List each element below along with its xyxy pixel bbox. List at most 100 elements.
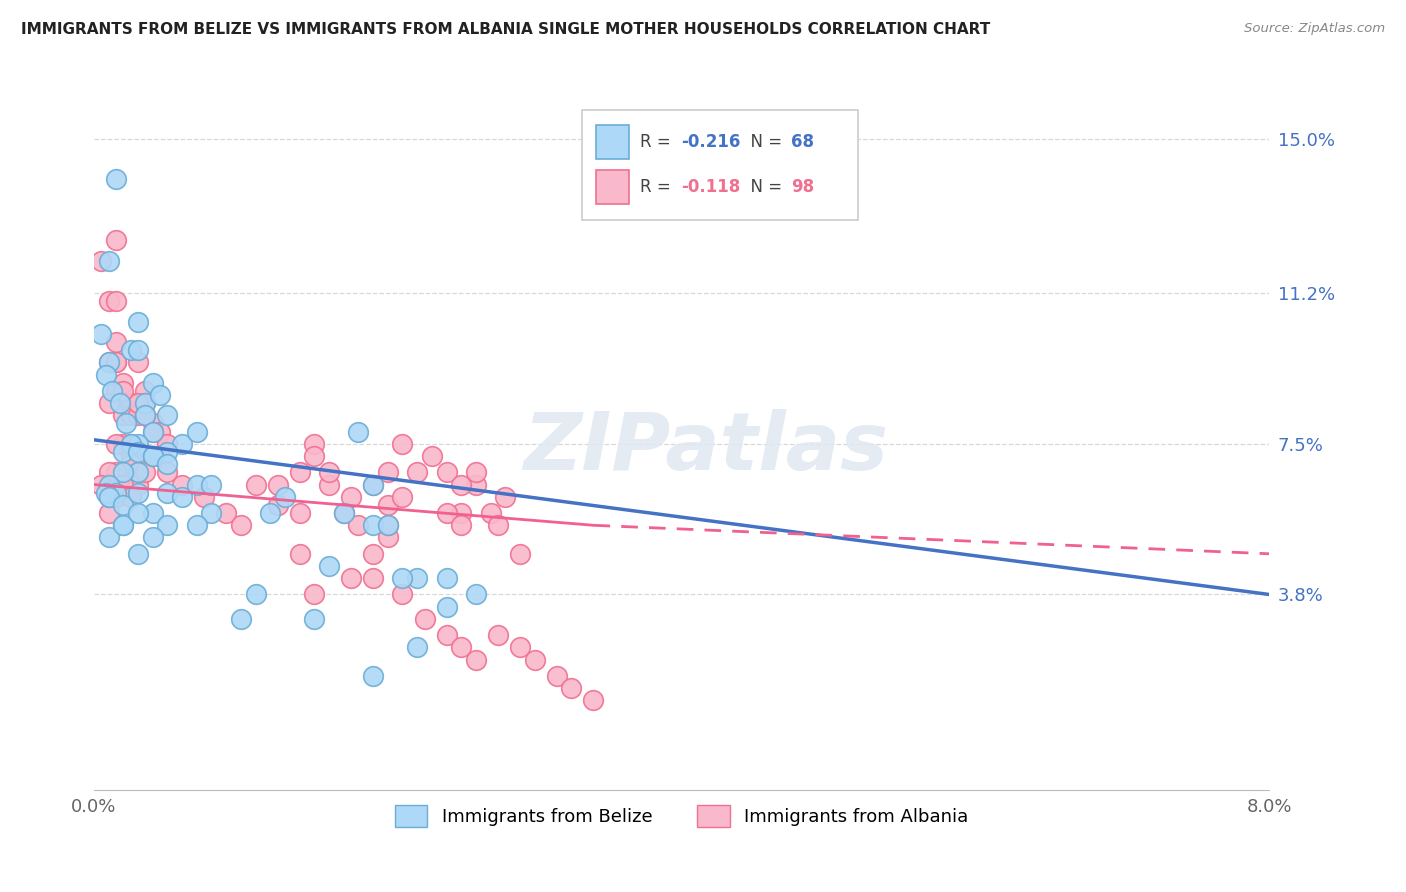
Point xyxy=(259,506,281,520)
Point xyxy=(149,388,172,402)
Point xyxy=(436,506,458,520)
Point xyxy=(266,477,288,491)
Point xyxy=(318,559,340,574)
Point xyxy=(546,669,568,683)
Point xyxy=(97,466,120,480)
Point xyxy=(304,449,326,463)
Point xyxy=(142,417,165,431)
Point xyxy=(134,409,156,423)
Text: R =: R = xyxy=(641,178,676,196)
Point xyxy=(120,396,142,410)
Point xyxy=(120,437,142,451)
FancyBboxPatch shape xyxy=(582,110,858,220)
Point xyxy=(127,477,149,491)
Point xyxy=(229,518,252,533)
Point xyxy=(127,396,149,410)
Point xyxy=(436,599,458,614)
Text: IMMIGRANTS FROM BELIZE VS IMMIGRANTS FROM ALBANIA SINGLE MOTHER HOUSEHOLDS CORRE: IMMIGRANTS FROM BELIZE VS IMMIGRANTS FRO… xyxy=(21,22,990,37)
Point xyxy=(112,396,135,410)
Point xyxy=(127,485,149,500)
FancyBboxPatch shape xyxy=(596,170,628,204)
Point xyxy=(200,506,222,520)
Point xyxy=(120,437,142,451)
Point xyxy=(582,693,605,707)
Text: N =: N = xyxy=(741,178,787,196)
Point xyxy=(450,506,472,520)
Point xyxy=(361,518,384,533)
Point xyxy=(186,425,208,439)
Text: N =: N = xyxy=(741,133,787,152)
Point xyxy=(436,466,458,480)
Point xyxy=(420,449,443,463)
Point xyxy=(90,326,112,341)
Text: -0.118: -0.118 xyxy=(682,178,741,196)
Point xyxy=(450,640,472,655)
Point xyxy=(494,490,516,504)
Point xyxy=(115,417,138,431)
Point xyxy=(450,518,472,533)
Point xyxy=(509,547,531,561)
Text: Source: ZipAtlas.com: Source: ZipAtlas.com xyxy=(1244,22,1385,36)
Point xyxy=(112,409,135,423)
Point xyxy=(304,612,326,626)
Point xyxy=(245,587,267,601)
Point xyxy=(142,531,165,545)
Point xyxy=(156,485,179,500)
Point xyxy=(245,477,267,491)
Point xyxy=(464,477,486,491)
Point xyxy=(156,445,179,459)
Point xyxy=(104,384,127,398)
Point xyxy=(486,628,509,642)
Point xyxy=(340,571,363,585)
Point xyxy=(318,466,340,480)
Point xyxy=(134,409,156,423)
Point xyxy=(377,531,399,545)
Point xyxy=(274,490,297,504)
Point xyxy=(134,384,156,398)
Point xyxy=(97,477,120,491)
Point xyxy=(142,425,165,439)
Point xyxy=(229,612,252,626)
Point xyxy=(142,449,165,463)
Point xyxy=(200,477,222,491)
Point xyxy=(127,409,149,423)
Point xyxy=(104,294,127,309)
Point xyxy=(104,355,127,369)
Point xyxy=(104,437,127,451)
Point xyxy=(156,457,179,471)
Point xyxy=(127,466,149,480)
Text: 98: 98 xyxy=(792,178,814,196)
Point xyxy=(134,396,156,410)
Point xyxy=(391,571,413,585)
Point xyxy=(149,449,172,463)
Point xyxy=(127,547,149,561)
Point xyxy=(266,498,288,512)
Point xyxy=(156,437,179,451)
Point xyxy=(172,477,194,491)
Point xyxy=(100,384,122,398)
Point xyxy=(90,477,112,491)
Point xyxy=(104,490,127,504)
Point xyxy=(347,425,370,439)
Point xyxy=(112,445,135,459)
Point xyxy=(464,587,486,601)
Point xyxy=(112,477,135,491)
Point xyxy=(347,518,370,533)
Point xyxy=(127,355,149,369)
Point xyxy=(413,612,436,626)
Point xyxy=(377,518,399,533)
Point xyxy=(304,587,326,601)
Point xyxy=(97,355,120,369)
Point xyxy=(142,425,165,439)
Point xyxy=(391,490,413,504)
Point xyxy=(127,437,149,451)
Point xyxy=(90,253,112,268)
Point xyxy=(156,466,179,480)
Point xyxy=(186,518,208,533)
Point xyxy=(120,409,142,423)
Point xyxy=(112,498,135,512)
Point xyxy=(127,445,149,459)
Point xyxy=(97,531,120,545)
Point xyxy=(560,681,582,695)
Point xyxy=(172,437,194,451)
